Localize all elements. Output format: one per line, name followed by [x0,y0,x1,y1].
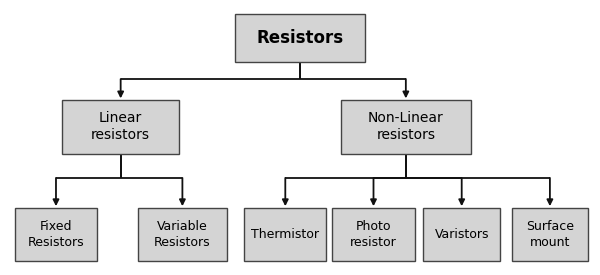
FancyBboxPatch shape [138,208,227,262]
Text: Thermistor: Thermistor [251,228,319,241]
Text: Variable
Resistors: Variable Resistors [154,220,211,249]
FancyBboxPatch shape [512,208,588,262]
FancyBboxPatch shape [62,100,179,154]
Text: Varistors: Varistors [434,228,489,241]
FancyBboxPatch shape [424,208,500,262]
FancyBboxPatch shape [244,208,326,262]
Text: Surface
mount: Surface mount [526,220,574,249]
FancyBboxPatch shape [235,13,365,62]
Text: Resistors: Resistors [256,29,344,47]
FancyBboxPatch shape [341,100,470,154]
Text: Linear
resistors: Linear resistors [91,111,150,142]
Text: Fixed
Resistors: Fixed Resistors [28,220,84,249]
Text: Photo
resistor: Photo resistor [350,220,397,249]
FancyBboxPatch shape [15,208,97,262]
Text: Non-Linear
resistors: Non-Linear resistors [368,111,444,142]
FancyBboxPatch shape [332,208,415,262]
